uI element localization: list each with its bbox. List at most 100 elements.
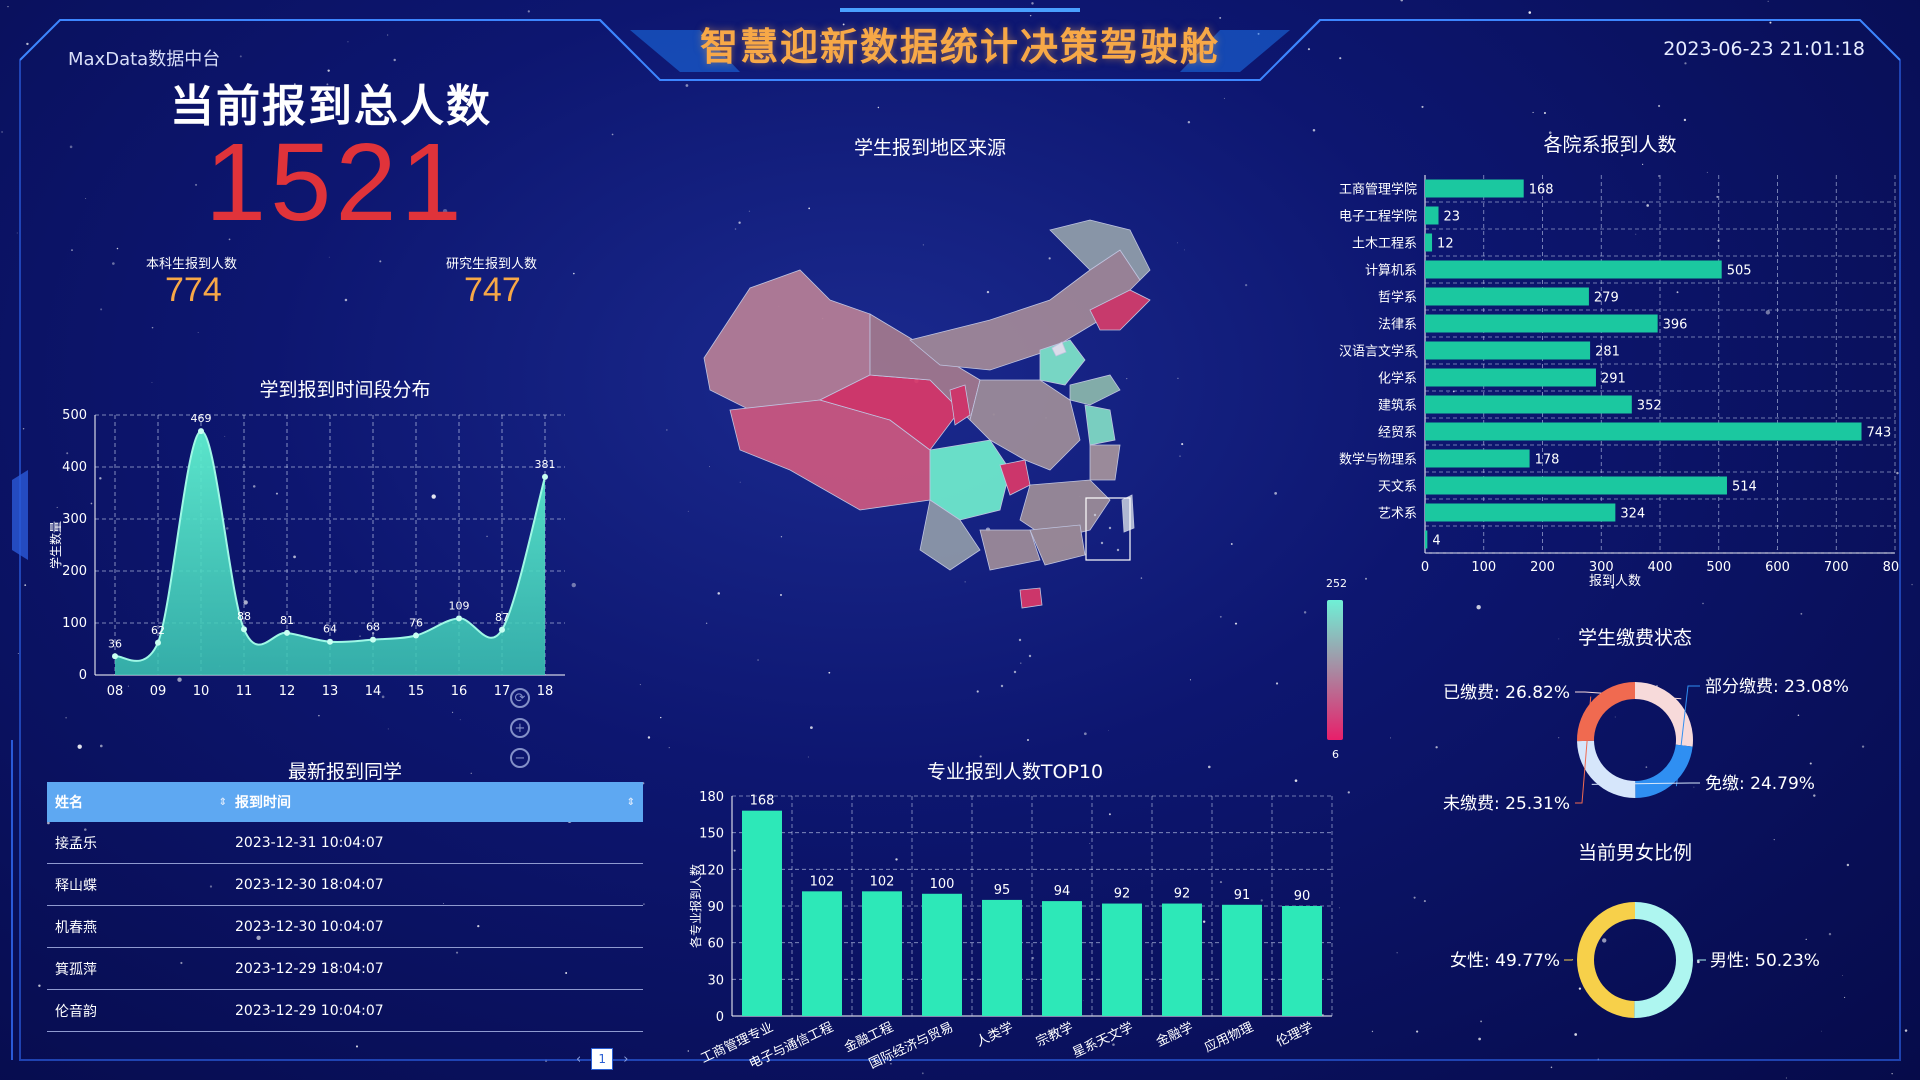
table-row[interactable]: 释山蝶 2023-12-30 18:04:07 bbox=[47, 864, 643, 906]
data-point bbox=[241, 626, 247, 633]
region-central bbox=[969, 379, 1081, 471]
zoom-out-icon[interactable]: − bbox=[510, 748, 530, 768]
x-tick-label: 11 bbox=[236, 684, 253, 699]
data-label: 64 bbox=[323, 623, 337, 636]
col-name-header[interactable]: 姓名 ⇕ bbox=[47, 792, 235, 812]
zoom-in-icon[interactable]: + bbox=[510, 718, 530, 738]
slice-label: 男性: 50.23% bbox=[1710, 951, 1820, 971]
bar bbox=[1425, 287, 1589, 306]
data-label: 36 bbox=[108, 637, 122, 650]
category-label: 天文系 bbox=[1378, 480, 1417, 495]
data-label: 76 bbox=[409, 616, 423, 629]
star bbox=[112, 262, 115, 265]
y-axis-label: 各专业报到人数 bbox=[688, 864, 703, 948]
x-tick-label: 17 bbox=[494, 684, 511, 699]
dept-chart-title: 各院系报到人数 bbox=[1543, 134, 1677, 156]
bar bbox=[1425, 206, 1439, 225]
star bbox=[807, 756, 809, 758]
x-tick-label: 200 bbox=[1530, 560, 1555, 575]
payment-title: 学生缴费状态 bbox=[1577, 627, 1692, 649]
region-jiangsu bbox=[1084, 404, 1116, 446]
col-name-label: 姓名 bbox=[55, 795, 83, 811]
category-label: 化学系 bbox=[1378, 371, 1417, 387]
region-hebei bbox=[1039, 339, 1086, 386]
south-sea-inset bbox=[1085, 497, 1131, 561]
star bbox=[7, 5, 9, 8]
table-row[interactable]: 机春燕 2023-12-30 10:04:07 bbox=[47, 906, 643, 948]
china-map[interactable] bbox=[690, 210, 1170, 720]
star bbox=[1303, 611, 1307, 614]
cell-name: 箕孤萍 bbox=[55, 961, 97, 978]
star bbox=[26, 42, 29, 46]
star bbox=[1189, 679, 1191, 681]
x-tick-label: 500 bbox=[1706, 560, 1731, 575]
sort-icon[interactable]: ⇕ bbox=[218, 796, 227, 808]
data-label: 4 bbox=[1432, 534, 1440, 549]
x-tick-label: 12 bbox=[279, 684, 296, 699]
star bbox=[1234, 622, 1238, 625]
star bbox=[1184, 249, 1185, 251]
star bbox=[1177, 377, 1179, 379]
star bbox=[459, 719, 461, 721]
visualmap-max: 252 bbox=[1326, 577, 1347, 590]
refresh-icon[interactable]: ⟳ bbox=[510, 688, 530, 708]
y-tick-label: 30 bbox=[707, 973, 724, 988]
x-tick-label: 15 bbox=[408, 684, 425, 699]
x-tick-label: 300 bbox=[1589, 560, 1614, 575]
map-title: 学生报到地区来源 bbox=[853, 137, 1006, 159]
category-label: 工商管理学院 bbox=[1339, 182, 1417, 198]
star bbox=[1800, 612, 1803, 615]
star bbox=[355, 1045, 359, 1048]
star bbox=[1187, 120, 1191, 124]
star bbox=[1223, 97, 1225, 99]
y-tick-label: 0 bbox=[716, 1010, 724, 1025]
x-tick-label: 13 bbox=[322, 684, 339, 699]
data-point bbox=[413, 632, 419, 639]
table-row[interactable]: 伦音韵 2023-12-29 10:04:07 bbox=[47, 990, 643, 1032]
sort-icon[interactable]: ⇕ bbox=[626, 796, 635, 808]
data-label: 100 bbox=[930, 877, 955, 892]
bar bbox=[1425, 530, 1428, 549]
star bbox=[344, 298, 348, 302]
star bbox=[347, 41, 349, 43]
category-label: 汉语言文学系 bbox=[1339, 344, 1417, 360]
y-tick-label: 200 bbox=[62, 564, 87, 579]
star bbox=[1543, 112, 1546, 115]
star bbox=[1684, 62, 1687, 65]
y-tick-label: 90 bbox=[707, 900, 724, 915]
star bbox=[151, 326, 154, 329]
data-point bbox=[155, 639, 161, 646]
bar bbox=[1425, 503, 1616, 522]
visualmap-bar[interactable] bbox=[1327, 600, 1343, 740]
data-point bbox=[542, 473, 548, 480]
star bbox=[451, 711, 454, 713]
map-toolbox: ⟳ + − bbox=[510, 688, 530, 768]
x-tick-label: 08 bbox=[107, 684, 124, 699]
region-southeast bbox=[1019, 479, 1111, 541]
data-label: 68 bbox=[366, 621, 380, 634]
visualmap-min: 6 bbox=[1332, 748, 1339, 761]
x-tick-label: 09 bbox=[150, 684, 167, 699]
table-row[interactable]: 箕孤萍 2023-12-29 18:04:07 bbox=[47, 948, 643, 990]
star bbox=[877, 106, 880, 109]
table-row[interactable]: 接孟乐 2023-12-31 10:04:07 bbox=[47, 822, 643, 864]
star bbox=[1769, 21, 1772, 24]
star bbox=[666, 429, 668, 431]
category-label: 土木工程系 bbox=[1352, 237, 1417, 252]
x-tick-label: 400 bbox=[1648, 560, 1673, 575]
time-distribution-chart: 0 100 200 300 400 500 08 09 10 11 12 13 14 15 16 17 18 学生… bbox=[48, 408, 565, 699]
star bbox=[1532, 111, 1534, 114]
star bbox=[668, 747, 670, 749]
bar bbox=[1425, 476, 1727, 495]
data-label: 95 bbox=[994, 883, 1011, 898]
page-number-button[interactable]: 1 bbox=[591, 1048, 614, 1070]
star bbox=[77, 744, 82, 749]
next-page-button[interactable]: › bbox=[623, 1051, 629, 1067]
star bbox=[38, 984, 41, 987]
y-tick-label: 500 bbox=[62, 408, 87, 423]
prev-page-button[interactable]: ‹ bbox=[576, 1051, 582, 1067]
star bbox=[99, 744, 103, 748]
col-time-header[interactable]: 报到时间 ⇕ bbox=[235, 792, 643, 812]
grad-value: 747 bbox=[464, 271, 521, 309]
data-label: 81 bbox=[280, 614, 294, 627]
